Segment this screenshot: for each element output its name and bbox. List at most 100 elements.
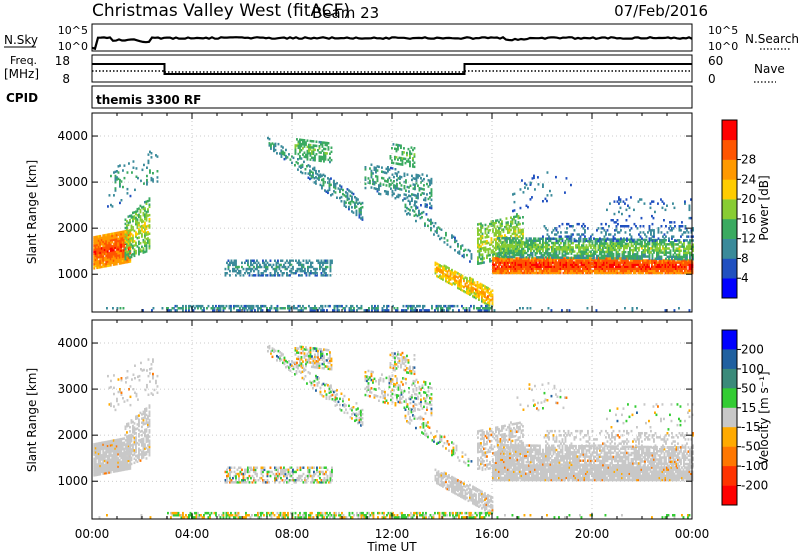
range-cell-3573: [579, 250, 582, 253]
range-cell-89: [100, 238, 103, 242]
range-cell-81: [100, 462, 103, 465]
range-cell-1530: [412, 163, 414, 166]
range-cell-1481: [392, 143, 395, 146]
range-cell-3685: [602, 242, 604, 245]
range-cell-3032: [655, 269, 658, 273]
range-cell-1636: [436, 274, 438, 278]
range-cell-4395: [546, 171, 549, 174]
range-cell-227: [114, 232, 117, 235]
range-cell-3720: [609, 248, 612, 252]
range-cell-42: [96, 243, 99, 247]
range-cell-4200: [614, 237, 616, 240]
range-cell-841: [293, 272, 296, 275]
range-cell-9: [93, 453, 96, 456]
range-cell-1950: [487, 250, 490, 253]
range-cell-134: [105, 237, 108, 241]
range-cell-1572: [424, 222, 426, 225]
range-cell-2891: [624, 263, 626, 266]
range-cell-1801: [476, 285, 479, 288]
range-cell-3161: [684, 263, 686, 266]
range-cell-2893: [624, 259, 626, 262]
range-cell-2300: [508, 267, 511, 271]
range-cell-4429: [188, 309, 190, 312]
range-cell-3855: [636, 257, 639, 260]
range-cell-282: [120, 245, 123, 248]
range-cell-1951: [487, 248, 490, 251]
range-cell-1390: [405, 179, 407, 182]
range-cell-1792: [475, 292, 477, 296]
range-cell-45: [96, 237, 99, 241]
range-cell-3405: [542, 239, 544, 243]
range-cell-604: [111, 205, 114, 208]
range-cell-2867: [619, 265, 622, 268]
range-cell-3526: [567, 239, 570, 243]
range-cell-219: [114, 250, 117, 254]
range-cell-1386: [403, 172, 406, 175]
range-cell-854: [299, 269, 302, 273]
range-cell-4685: [443, 304, 445, 308]
range-cell-4061: [681, 243, 684, 246]
range-cell-4684: [443, 309, 445, 312]
range-cell-3883: [642, 255, 645, 258]
range-cell-1543: [406, 213, 408, 216]
range-cell-1228: [320, 155, 322, 159]
range-cell-1931: [484, 248, 487, 252]
range-cell-2032: [498, 227, 500, 230]
range-cell-1430: [418, 187, 421, 190]
range-cell-4135: [561, 239, 564, 242]
range-cell-1479: [391, 147, 393, 150]
range-cell-4055: [680, 249, 682, 252]
range-cell-4313: [613, 221, 616, 224]
range-cell-1581: [430, 218, 432, 222]
range-cell-2000: [495, 244, 497, 247]
range-cell-3252: [509, 239, 511, 242]
range-cell-994: [306, 165, 308, 168]
range-cell-2578: [562, 259, 565, 262]
range-cell-3972: [660, 251, 663, 254]
range-cell-1394: [408, 194, 410, 197]
range-cell-1923: [481, 226, 484, 229]
range-cell-1700: [452, 277, 455, 281]
range-cell-3291: [519, 255, 522, 259]
range-cell-3789: [623, 255, 625, 258]
range-cell-1318: [384, 190, 386, 193]
range-cell-3906: [647, 247, 649, 250]
range-cell-909: [320, 261, 323, 265]
range-cell-1920: [481, 236, 484, 240]
range-cell-640: [134, 188, 136, 192]
range-cell-2301: [508, 265, 511, 268]
range-cell-1865: [491, 299, 494, 303]
range-cell-4528: [279, 307, 282, 310]
range-cell-2128: [511, 243, 514, 246]
range-cell-2370: [522, 265, 524, 268]
range-cell-3597: [584, 248, 586, 251]
range-cell-2986: [645, 269, 647, 273]
range-cell-2856: [616, 259, 619, 262]
range-cell-1163: [302, 153, 304, 156]
range-cell-1517: [407, 160, 410, 163]
range-cell-431: [130, 255, 133, 259]
range-cell-4414: [171, 307, 174, 310]
range-cell-3630: [591, 252, 594, 256]
range-cell-4547: [300, 307, 303, 310]
range-cell-179: [109, 241, 112, 244]
range-cell-3263: [512, 245, 514, 248]
range-cell-2342: [516, 259, 518, 262]
range-cell-2135: [511, 218, 514, 221]
range-cell-4637: [396, 307, 399, 310]
range-cell-1737: [461, 285, 464, 288]
range-cell-1864: [491, 301, 494, 305]
range-cell-367: [129, 260, 132, 263]
range-cell-4384: [527, 205, 529, 209]
range-cell-2554: [558, 265, 560, 268]
range-cell-2796: [606, 271, 608, 275]
range-cell-4720: [485, 309, 487, 312]
range-cell-3308: [522, 251, 525, 255]
range-cell-3097: [669, 259, 671, 262]
range-cell-3070: [664, 271, 667, 275]
range-cell-860: [301, 267, 303, 271]
range-cell-1105: [352, 211, 355, 214]
range-cell-2983: [643, 261, 646, 264]
range-cell-3812: [627, 251, 630, 254]
range-cell-2194: [519, 231, 521, 234]
